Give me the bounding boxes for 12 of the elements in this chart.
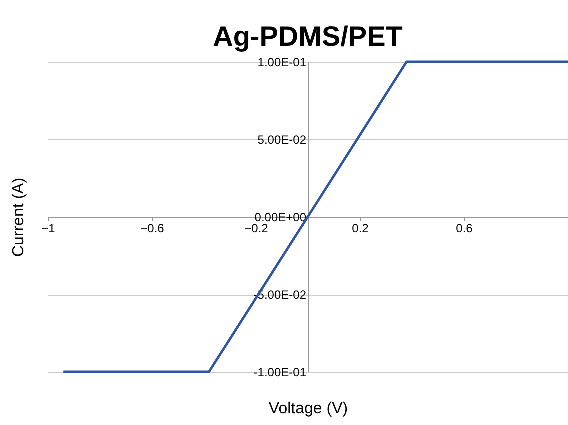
x-tick-label: 0.2: [352, 222, 370, 236]
x-tick-label: −0.2: [244, 222, 269, 236]
x-tick-label: −0.6: [140, 222, 165, 236]
y-tick-label: 0.00E+00: [254, 210, 307, 224]
x-axis-title: Voltage (V): [268, 400, 348, 418]
y-axis-title: Current (A): [10, 178, 28, 258]
y-tick-label: -1.00E-01: [254, 366, 307, 380]
y-tick-label: 5.00E-02: [258, 133, 307, 147]
y-tick-label: 1.00E-01: [258, 56, 307, 70]
x-tick-label: 0.6: [456, 222, 474, 236]
chart-title: Ag-PDMS/PET: [213, 21, 403, 52]
x-tick-label: −1: [42, 222, 56, 236]
